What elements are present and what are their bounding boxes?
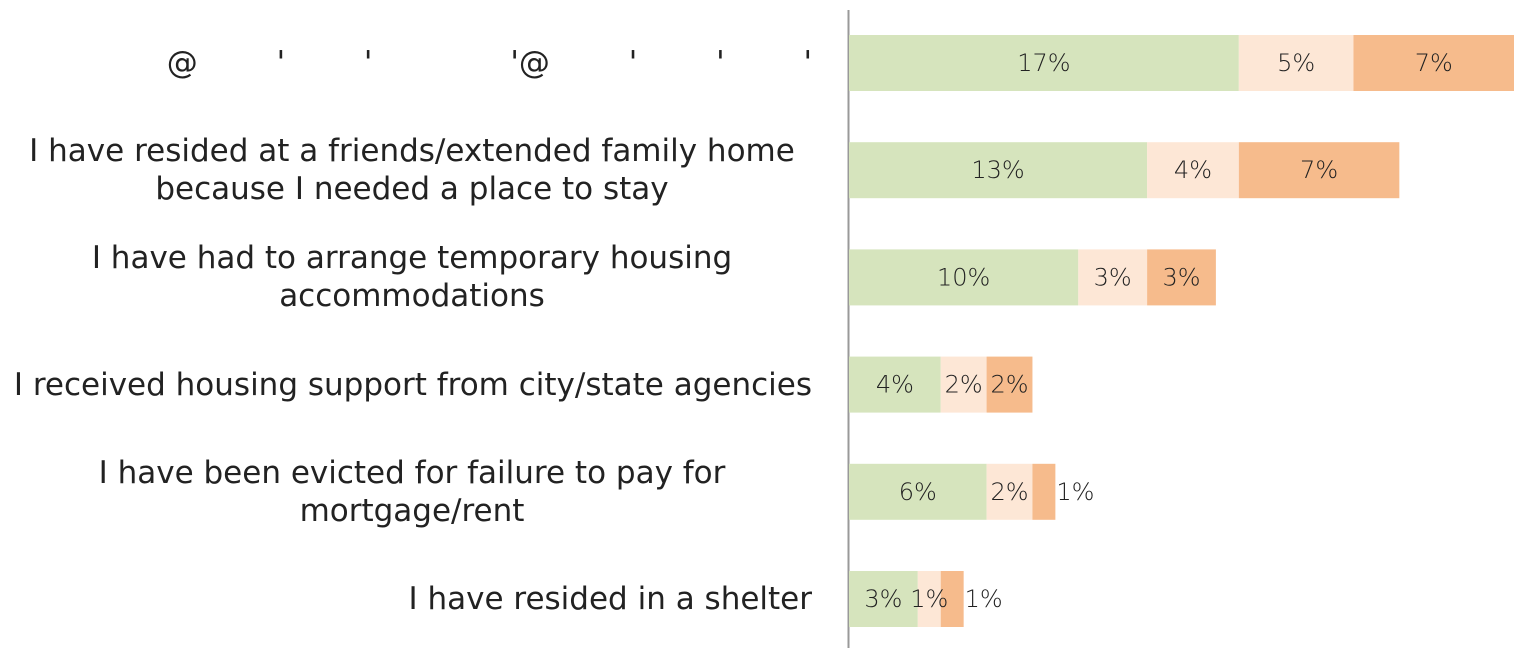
bar-segment (849, 142, 1148, 199)
bar-segment (917, 571, 941, 627)
category-label: I have been evicted for failure to pay f… (0, 442, 812, 542)
value-label: 10% (937, 263, 990, 291)
value-label: 7% (1300, 156, 1338, 184)
category-text: @ ' ' '@ ' ' ' (166, 45, 812, 81)
value-label: 1% (1056, 478, 1094, 506)
bar-segment (849, 463, 987, 520)
category-label: I have resided in a shelter (0, 549, 812, 649)
bar-segment (986, 356, 1033, 413)
bar-segment (849, 35, 1239, 91)
category-text: I have had to arrange temporary housing … (91, 240, 743, 315)
value-label: 2% (945, 371, 983, 399)
bar-segment (986, 463, 1033, 520)
value-label: 4% (876, 371, 914, 399)
category-label: I have resided at a friends/extended fam… (0, 120, 812, 220)
value-label: 1% (965, 585, 1003, 613)
value-label: 2% (990, 371, 1028, 399)
value-label: 13% (971, 156, 1024, 184)
category-text: I have been evicted for failure to pay f… (98, 454, 736, 529)
bar-segment (849, 356, 941, 413)
value-label: 2% (990, 478, 1028, 506)
value-label: 7% (1415, 49, 1453, 77)
value-label: 5% (1277, 49, 1315, 77)
bar-segment (940, 356, 987, 413)
bar-segment (940, 571, 964, 627)
bar-segment (849, 571, 918, 627)
value-label: 3% (864, 585, 902, 613)
bar-segment (1353, 35, 1514, 91)
category-label: I have had to arrange temporary housing … (0, 227, 812, 327)
bar-segment (1238, 35, 1354, 91)
bar-segment (1032, 463, 1056, 520)
value-label: 3% (1094, 263, 1132, 291)
category-label: @ ' ' '@ ' ' ' (0, 13, 812, 113)
category-text: I received housing support from city/sta… (13, 366, 812, 403)
value-label: 6% (899, 478, 937, 506)
bar-segment (849, 249, 1079, 306)
bar-segment (1078, 249, 1148, 306)
category-text: I have resided at a friends/extended fam… (29, 133, 805, 208)
value-label: 1% (910, 585, 948, 613)
value-label: 4% (1174, 156, 1212, 184)
bar-segment (1147, 142, 1239, 199)
category-label: I received housing support from city/sta… (0, 335, 812, 435)
bar-segment (1238, 142, 1400, 199)
bar-segment (1147, 249, 1216, 306)
value-label: 17% (1017, 49, 1070, 77)
value-label: 3% (1162, 263, 1200, 291)
category-text: I have resided in a shelter (408, 581, 812, 617)
